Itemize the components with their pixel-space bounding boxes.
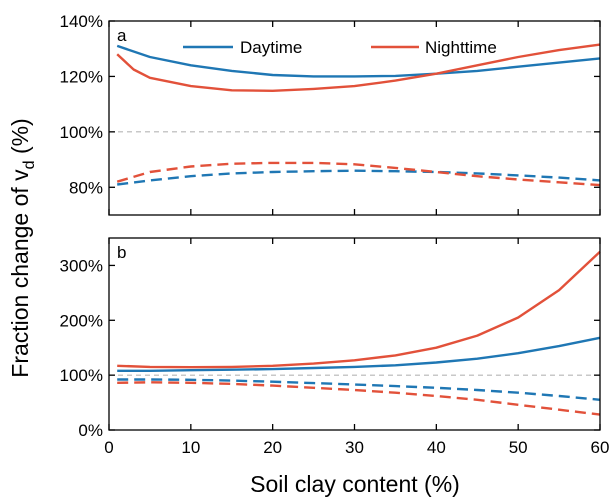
panel-label-a: a [117,26,127,45]
legend-label-nighttime: Nighttime [425,38,497,57]
x-tick-label: 40 [427,438,446,457]
plot-frame-b [108,237,601,431]
x-axis-label: Soil clay content (%) [250,471,460,497]
series-nighttime-dashed-a [116,161,601,187]
x-tick-label: 0 [104,438,113,457]
plot-frame-a [108,20,601,216]
y-tick-label-a: 140% [60,12,103,31]
y-tick-label-a: 100% [60,123,103,142]
series-daytime-solid-a [116,44,601,78]
legend: Daytime Nighttime [183,38,497,57]
x-tick-label: 10 [181,438,200,457]
series-nighttime-dashed-b [117,381,601,416]
y-tick-label-b: 0% [78,421,103,440]
series-daytime-dashed-a [117,169,601,186]
x-tick-label: 20 [263,438,282,457]
panel-a: 80% 100% 120% 140% a [60,12,601,216]
y-tick-label-b: 300% [60,256,103,275]
series-daytime-solid-b [117,336,601,372]
x-tick-label: 30 [345,438,364,457]
y-tick-label-b: 200% [60,311,103,330]
y-axis-label-suffix: (%) [7,118,33,160]
panel-b: 0% 100% 200% 300% b [60,237,601,440]
y-axis-label-main: Fraction change of v [7,169,33,378]
panel-label-b: b [117,243,126,262]
y-tick-label-b: 100% [60,366,103,385]
y-axis-label: Fraction change of vd (%) [7,118,38,377]
x-axis: 0 10 20 30 40 50 60 [104,438,609,457]
y-axis-label-subscript: d [21,160,38,169]
series-nighttime-solid-a [116,43,601,93]
legend-label-daytime: Daytime [240,38,302,57]
y-tick-label-a: 120% [60,67,103,86]
x-tick-label: 50 [509,438,528,457]
series-nighttime-solid-b [117,250,601,369]
series-daytime-dashed-b [117,378,601,401]
y-tick-label-a: 80% [69,178,103,197]
x-tick-label: 60 [591,438,610,457]
